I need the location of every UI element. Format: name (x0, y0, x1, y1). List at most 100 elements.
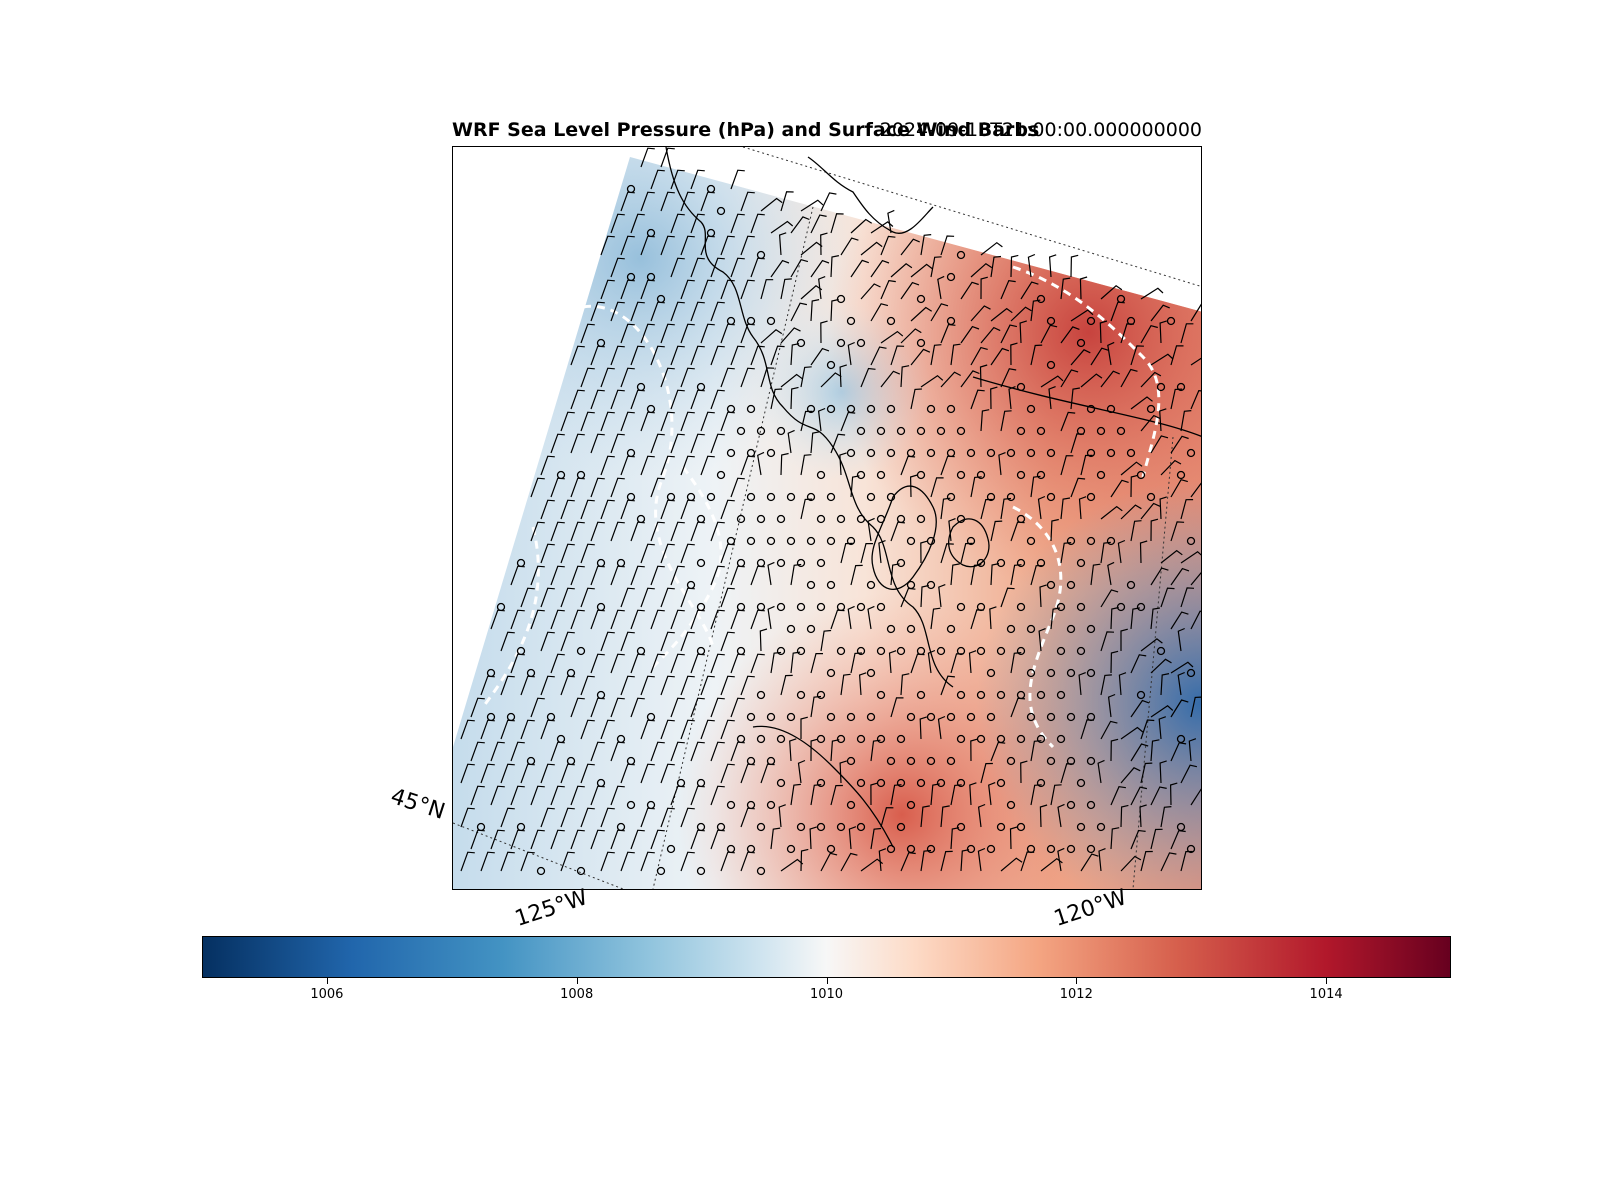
calm-wind-circle (756, 822, 766, 832)
wind-barb (870, 782, 878, 806)
wind-barb (1180, 410, 1192, 432)
calm-wind-circle (826, 844, 836, 854)
wind-barb (780, 327, 801, 344)
wind-barb (778, 804, 786, 828)
wind-barb (590, 389, 605, 410)
wind-barb (910, 348, 931, 366)
calm-wind-circle (1126, 580, 1136, 590)
wind-barb (888, 650, 897, 674)
calm-wind-circle (776, 646, 786, 656)
wind-barb (670, 697, 685, 718)
calm-wind-circle (976, 558, 986, 568)
calm-wind-circle (626, 800, 636, 810)
calm-wind-circle (946, 404, 956, 414)
wind-barb (1070, 433, 1084, 454)
wind-barb (1030, 475, 1041, 498)
wind-barb (760, 197, 783, 212)
wind-barb (750, 653, 765, 674)
calm-wind-circle (956, 690, 966, 700)
wind-barb (1150, 607, 1160, 630)
wind-barb (820, 372, 842, 388)
wind-barb (840, 542, 853, 564)
wind-barb (480, 763, 495, 784)
calm-wind-circle (1026, 448, 1036, 458)
wind-barb (810, 695, 822, 718)
calm-wind-circle (1086, 404, 1096, 414)
calm-wind-circle (936, 778, 946, 788)
wind-barb (830, 298, 839, 322)
wind-barb (730, 213, 745, 234)
wind-barb (600, 807, 615, 828)
wind-barb (1140, 850, 1153, 872)
wind-barb (600, 455, 615, 476)
calm-wind-circle (1126, 448, 1136, 458)
wind-barb (1000, 857, 1023, 872)
wind-barb (700, 455, 715, 476)
calm-wind-circle (746, 712, 756, 722)
calm-wind-circle (896, 558, 906, 568)
wind-barb (1150, 658, 1172, 674)
wind-barb (680, 323, 695, 344)
wind-barb (860, 367, 876, 388)
wind-barb (930, 303, 949, 322)
wind-barb (1130, 786, 1148, 806)
wind-barb (900, 238, 920, 256)
wind-barb (1019, 320, 1027, 344)
wind-barb (690, 609, 705, 630)
calm-wind-circle (816, 470, 826, 480)
wind-barb (1050, 607, 1061, 630)
calm-wind-circle (926, 844, 936, 854)
wind-barb (860, 241, 883, 256)
wind-barb (540, 455, 555, 476)
wind-barb (660, 147, 675, 168)
wind-barb (540, 763, 555, 784)
wind-barb (540, 631, 555, 652)
wind-barb (1050, 518, 1059, 542)
wind-barb (1150, 705, 1174, 718)
wind-barb (910, 263, 933, 278)
wind-barb (580, 411, 595, 432)
wind-barb (660, 675, 675, 696)
wind-barb (680, 719, 695, 740)
calm-wind-circle (1066, 624, 1076, 634)
wind-barb (610, 433, 625, 454)
wind-barb (780, 278, 792, 300)
wind-barb (680, 675, 695, 696)
wind-barb (660, 543, 675, 564)
wind-barb (1000, 497, 1012, 520)
calm-wind-circle (946, 624, 956, 634)
wind-barb (890, 563, 900, 586)
wind-barb (930, 783, 940, 806)
wind-barb (1170, 567, 1190, 586)
calm-wind-circle (776, 426, 786, 436)
wind-barb (1078, 496, 1087, 520)
colorbar (202, 936, 1451, 978)
wind-barb (520, 587, 535, 608)
wind-barb (890, 521, 905, 542)
wind-barb (730, 697, 745, 718)
wind-barb (790, 258, 809, 278)
calm-wind-circle (1066, 536, 1076, 546)
calm-wind-circle (776, 558, 786, 568)
wind-barb (970, 305, 991, 322)
calm-wind-circle (856, 734, 866, 744)
wind-barb (990, 347, 1010, 366)
wind-barb (1140, 371, 1162, 388)
wind-barb (880, 235, 896, 256)
wind-barb (640, 587, 655, 608)
wind-barb (710, 257, 725, 278)
calm-wind-circle (806, 404, 816, 414)
wind-barb (878, 540, 886, 564)
wind-barb (1190, 389, 1201, 410)
wind-barb (930, 256, 942, 278)
wind-barb (910, 653, 925, 674)
wind-barb (1190, 788, 1201, 806)
calm-wind-circle (746, 404, 756, 414)
wind-barb (960, 542, 973, 564)
wind-barb (850, 259, 869, 278)
calm-wind-circle (836, 822, 846, 832)
wind-barb (930, 607, 941, 630)
calm-wind-circle (1006, 800, 1016, 810)
wind-barb (1190, 610, 1201, 630)
calm-wind-circle (786, 624, 796, 634)
